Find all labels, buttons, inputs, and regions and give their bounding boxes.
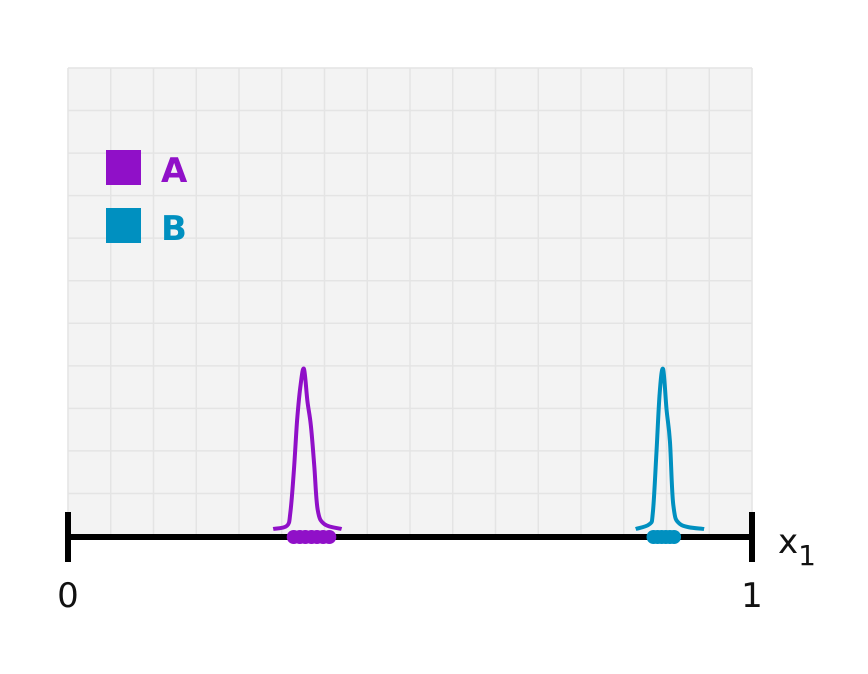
density-curve-a (272, 366, 343, 531)
data-points (286, 530, 682, 544)
grid-lines (67, 67, 753, 537)
x-tick-label-1: 1 (741, 576, 763, 616)
x-axis-label: x1 (778, 522, 816, 572)
legend-swatch-a (106, 150, 141, 185)
legend-label-b: B (161, 209, 187, 249)
legend: AB (106, 150, 188, 249)
data-point-b (667, 530, 682, 544)
density-curves (272, 366, 705, 531)
density-curve-b (635, 366, 705, 531)
x-tick-label-0: 0 (57, 576, 79, 616)
data-point-a (322, 530, 337, 544)
legend-swatch-b (106, 208, 141, 243)
legend-label-a: A (161, 151, 188, 191)
x-axis-label-subscript: 1 (798, 539, 816, 572)
